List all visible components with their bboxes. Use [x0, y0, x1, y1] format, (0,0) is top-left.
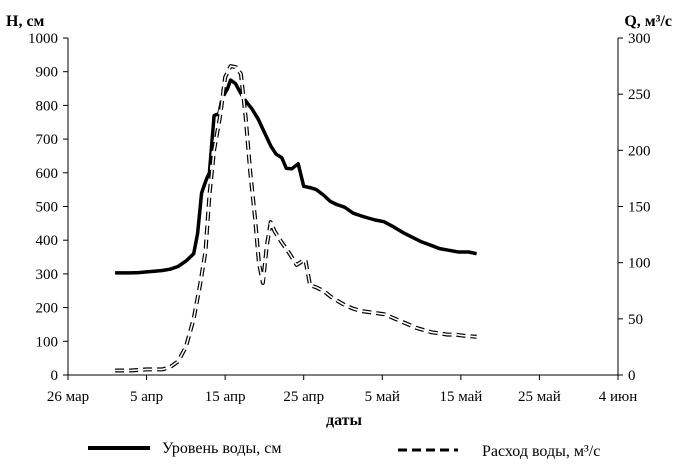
y-left-tick-label: 800	[36, 98, 59, 114]
x-axis-title: даты	[326, 412, 363, 429]
x-tick-label: 26 мар	[47, 389, 89, 405]
y-right-tick-label: 300	[628, 31, 651, 47]
x-tick-label: 15 май	[439, 389, 482, 405]
plot-area: 0 100 200 300 400 500 600 700 800 900 1000 0 50 100 15…	[28, 31, 651, 405]
y-left-tick-label: 600	[36, 166, 59, 182]
y-left-tick-label: 1000	[28, 31, 58, 47]
y-left-tick-label: 900	[36, 65, 59, 81]
y-left-axis-title: H, см	[6, 13, 45, 30]
y-left-tick-label: 100	[36, 334, 59, 350]
series-line-discharge-outline	[115, 64, 477, 373]
x-tick-label: 4 июн	[599, 389, 638, 405]
series-line-discharge-dash	[115, 65, 477, 372]
y-right-axis-title: Q, м³/с	[624, 13, 672, 30]
y-left-tick-label: 300	[36, 267, 59, 283]
y-left-tick-label: 700	[36, 132, 59, 148]
legend-label-water-level: Уровень воды, см	[162, 440, 281, 457]
x-tick-label: 25 май	[518, 389, 561, 405]
y-right-tick-label: 0	[628, 368, 636, 384]
x-tick-label: 15 апр	[205, 389, 246, 405]
y-right-tick-label: 50	[628, 312, 643, 328]
x-tick-label: 5 май	[365, 389, 400, 405]
x-tick-label: 25 апр	[283, 389, 324, 405]
y-left-tick-label: 400	[36, 233, 59, 249]
series-line-discharge-gaps	[115, 63, 477, 373]
y-right-tick-label: 150	[628, 200, 651, 216]
y-left-tick-label: 200	[36, 301, 59, 317]
x-tick-label: 5 апр	[130, 389, 163, 405]
legend: Уровень воды, см Расход воды, м³/с	[88, 440, 600, 460]
y-right-tick-label: 200	[628, 143, 651, 159]
y-right-tick-label: 250	[628, 87, 651, 103]
legend-label-water-discharge: Расход воды, м³/с	[482, 443, 600, 460]
y-left-tick-label: 500	[36, 200, 59, 216]
series-line-water-level	[115, 78, 477, 275]
y-right-tick-label: 100	[628, 256, 651, 272]
y-left-tick-label: 0	[51, 368, 59, 384]
